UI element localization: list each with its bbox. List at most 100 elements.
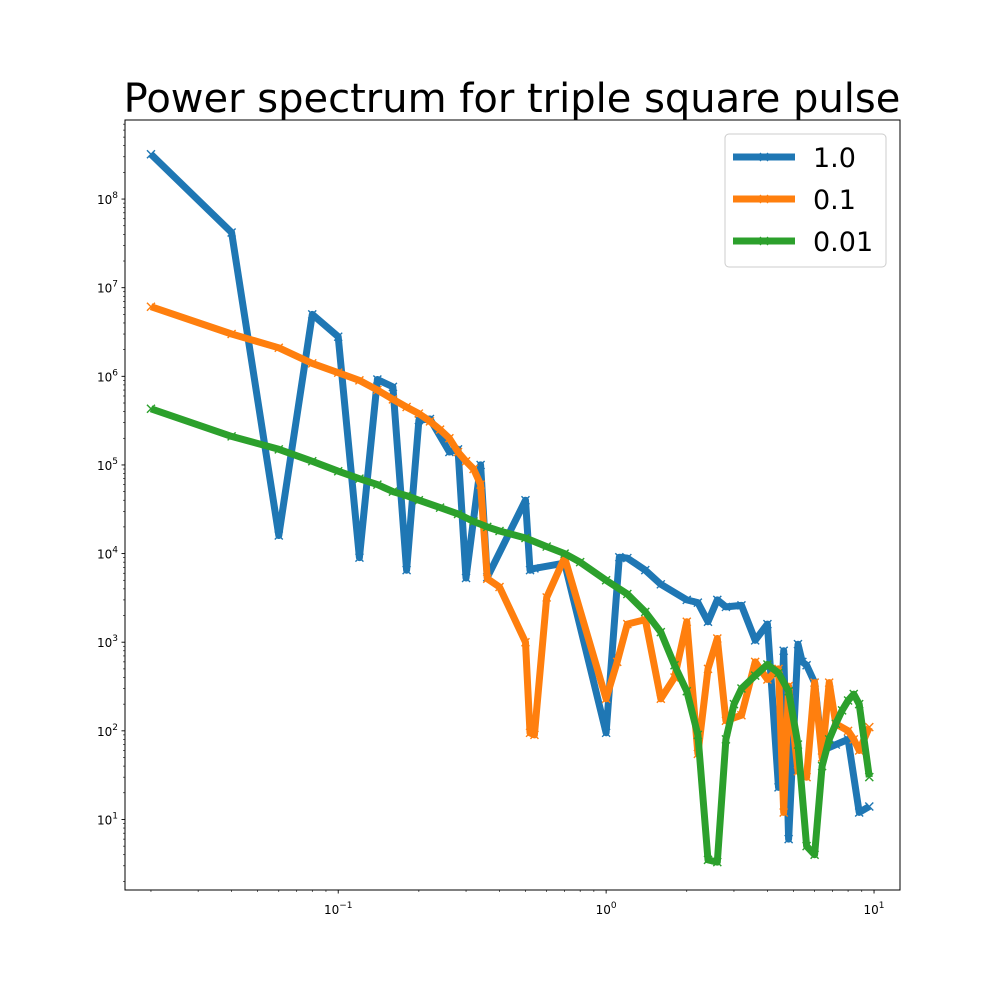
x-tick-label: 101 bbox=[864, 901, 885, 917]
data-point-marker bbox=[435, 503, 445, 513]
data-point-marker bbox=[712, 595, 722, 605]
data-point-marker bbox=[333, 466, 343, 476]
plot-frame bbox=[124, 119, 901, 891]
data-point-marker bbox=[274, 530, 284, 540]
data-point-marker bbox=[837, 705, 847, 715]
data-point-marker bbox=[793, 639, 803, 649]
data-point-marker bbox=[712, 857, 722, 867]
data-point-marker bbox=[682, 595, 692, 605]
data-point-marker bbox=[495, 582, 505, 592]
data-point-marker bbox=[762, 660, 772, 670]
y-tick-label: 104 bbox=[97, 546, 118, 562]
data-point-marker bbox=[542, 592, 552, 602]
data-point-marker bbox=[146, 302, 156, 312]
data-point-marker bbox=[656, 694, 666, 704]
data-point-marker bbox=[703, 855, 713, 865]
data-point-marker bbox=[274, 444, 284, 454]
data-point-marker bbox=[146, 404, 156, 414]
data-point-marker bbox=[402, 565, 412, 575]
data-point-marker bbox=[810, 678, 820, 688]
legend-item: 0.01 bbox=[733, 227, 873, 258]
data-point-marker bbox=[307, 309, 317, 319]
data-point-marker bbox=[612, 657, 622, 667]
data-point-marker bbox=[693, 730, 703, 740]
x-axis: 10−1 100 101 bbox=[150, 890, 885, 917]
data-point-marker bbox=[721, 734, 731, 744]
data-point-marker bbox=[333, 368, 343, 378]
data-point-marker bbox=[810, 850, 820, 860]
data-point-marker bbox=[736, 600, 746, 610]
data-point-marker bbox=[693, 598, 703, 608]
data-point-marker bbox=[372, 375, 382, 385]
data-point-marker bbox=[784, 834, 794, 844]
data-point-marker bbox=[520, 495, 530, 505]
data-point-marker bbox=[469, 517, 479, 527]
data-point-marker bbox=[402, 402, 412, 412]
data-point-marker bbox=[864, 722, 874, 732]
data-point-marker bbox=[712, 634, 722, 644]
legend-label: 0.1 bbox=[813, 185, 856, 216]
legend-marker bbox=[759, 236, 769, 246]
legend-box bbox=[724, 133, 887, 268]
data-point-marker bbox=[601, 575, 611, 585]
series-layer bbox=[146, 149, 874, 867]
data-point-marker bbox=[656, 579, 666, 589]
data-point-marker bbox=[227, 227, 237, 237]
data-point-marker bbox=[682, 686, 692, 696]
data-point-marker bbox=[461, 456, 471, 466]
data-point-marker bbox=[425, 416, 435, 426]
data-point-marker bbox=[703, 617, 713, 627]
data-point-marker bbox=[354, 375, 364, 385]
data-point-marker bbox=[307, 358, 317, 368]
data-point-marker bbox=[414, 409, 424, 419]
data-point-marker bbox=[542, 542, 552, 552]
data-point-marker bbox=[529, 563, 539, 573]
legend-label: 1.0 bbox=[813, 143, 856, 174]
data-point-marker bbox=[372, 480, 382, 490]
data-point-marker bbox=[453, 447, 463, 457]
legend-marker bbox=[759, 194, 769, 204]
data-point-marker bbox=[843, 726, 853, 736]
data-point-marker bbox=[824, 734, 834, 744]
data-point-marker bbox=[854, 807, 864, 817]
data-point-marker bbox=[824, 678, 834, 688]
data-point-marker bbox=[307, 456, 317, 466]
series-2 bbox=[146, 404, 874, 867]
data-point-marker bbox=[520, 533, 530, 543]
data-point-marker bbox=[703, 664, 713, 674]
data-point-marker bbox=[750, 657, 760, 667]
data-point-marker bbox=[831, 740, 841, 750]
data-point-marker bbox=[146, 149, 156, 159]
data-point-marker bbox=[864, 802, 874, 812]
y-axis: 101 102 103 104 105 106 107 108 bbox=[97, 123, 125, 882]
data-point-marker bbox=[601, 694, 611, 704]
data-point-marker bbox=[227, 329, 237, 339]
data-point-marker bbox=[414, 495, 424, 505]
data-point-marker bbox=[227, 431, 237, 441]
y-tick-label: 106 bbox=[97, 368, 118, 384]
data-point-marker bbox=[736, 684, 746, 694]
data-point-marker bbox=[520, 637, 530, 647]
data-point-marker bbox=[802, 841, 812, 851]
data-point-marker bbox=[721, 602, 731, 612]
data-point-marker bbox=[854, 699, 864, 709]
data-point-marker bbox=[469, 464, 479, 474]
series-line bbox=[149, 405, 873, 866]
data-point-marker bbox=[453, 509, 463, 519]
x-tick-label: 100 bbox=[596, 901, 617, 917]
data-point-marker bbox=[388, 487, 398, 497]
data-point-marker bbox=[601, 728, 611, 738]
data-point-marker bbox=[444, 447, 454, 457]
data-point-marker bbox=[640, 565, 650, 575]
data-point-marker bbox=[831, 719, 841, 729]
data-point-marker bbox=[461, 573, 471, 583]
data-point-marker bbox=[750, 635, 760, 645]
data-point-marker bbox=[640, 607, 650, 617]
data-point-marker bbox=[476, 480, 486, 490]
data-point-marker bbox=[476, 460, 486, 470]
data-point-marker bbox=[802, 660, 812, 670]
data-point-marker bbox=[774, 668, 784, 678]
legend-item: 1.0 bbox=[733, 143, 856, 174]
data-point-marker bbox=[849, 734, 859, 744]
data-point-marker bbox=[864, 772, 874, 782]
